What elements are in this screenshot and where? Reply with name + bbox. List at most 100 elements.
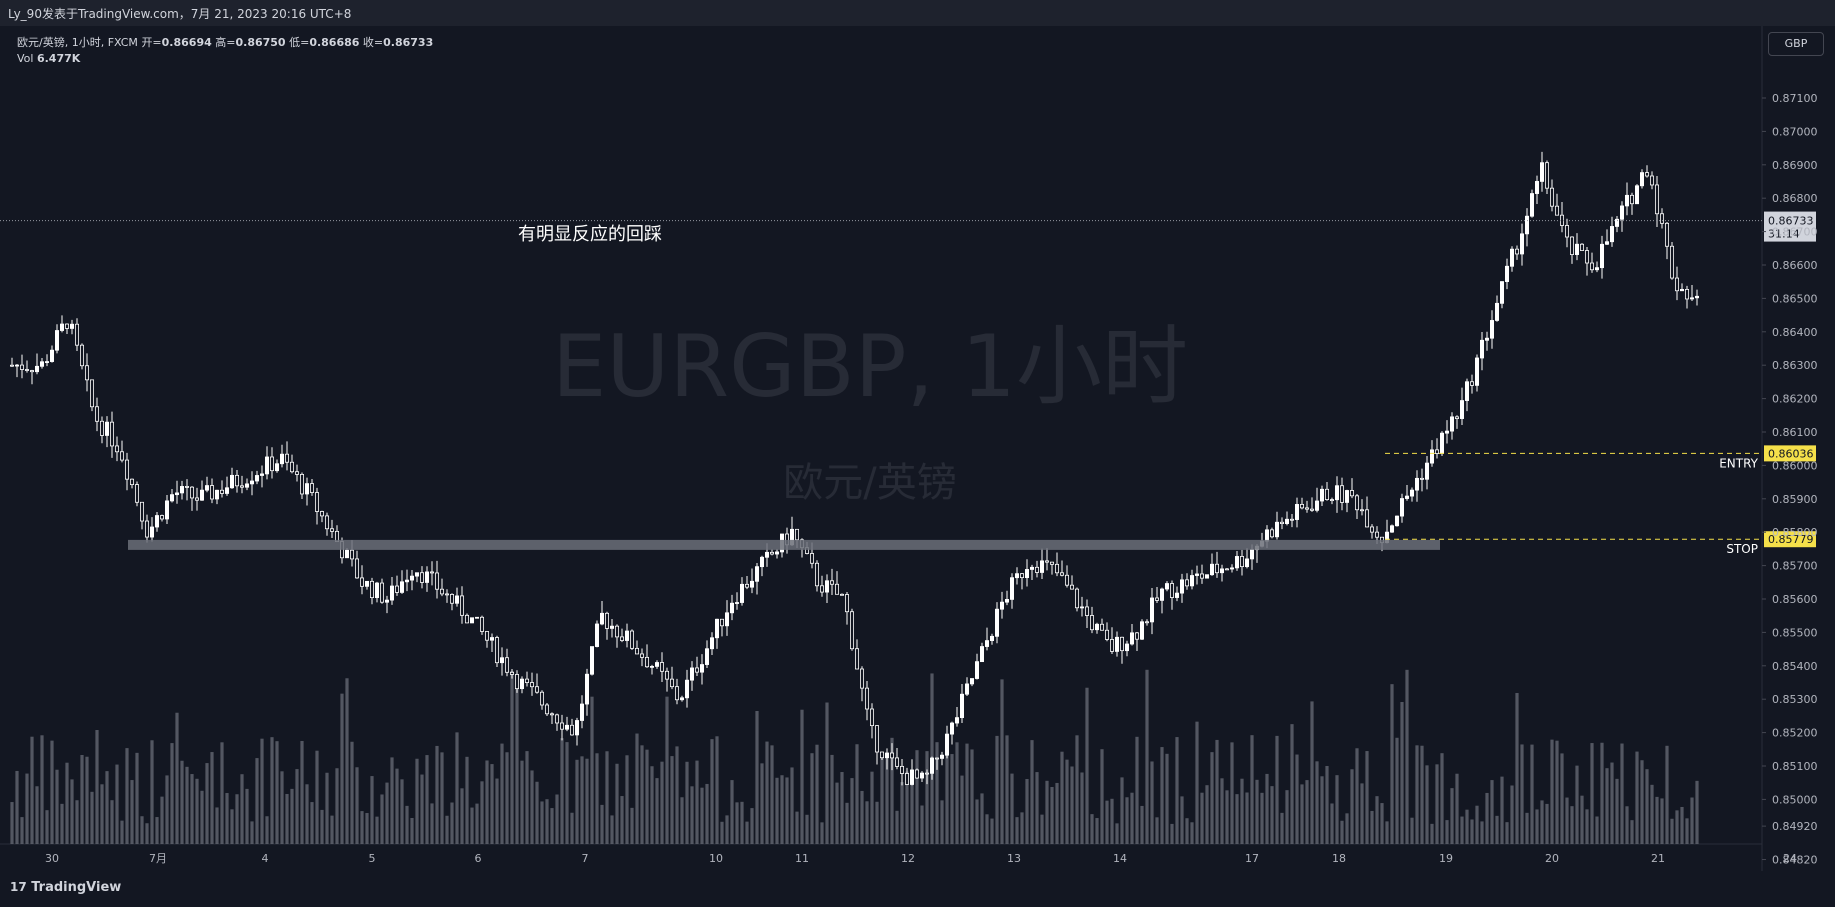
volume-bar <box>400 779 404 844</box>
price-tick-label: 0.85000 <box>1772 793 1818 806</box>
volume-bar <box>140 816 144 844</box>
volume-bar <box>1540 800 1544 844</box>
volume-bar <box>490 764 494 844</box>
volume-bar <box>1280 812 1284 844</box>
candle-body <box>1335 485 1340 501</box>
time-axis[interactable]: 30 7月 4 5 6 7 10 11 12 13 14 17 18 19 20 21 24 <box>45 852 1797 865</box>
level-label-entry: ENTRY <box>1719 456 1758 470</box>
volume-bar <box>705 783 709 844</box>
last-price-countdown: 31:14 <box>1768 228 1800 241</box>
volume-bar <box>675 746 679 844</box>
volume-bar <box>535 781 539 844</box>
candle-body <box>234 474 239 487</box>
tradingview-logo[interactable]: 17 TradingView <box>10 880 121 895</box>
candle-body <box>1015 573 1020 579</box>
candle-body <box>985 640 990 647</box>
volume-bar <box>1500 776 1504 844</box>
time-tick-label: 13 <box>1007 852 1021 865</box>
candle-body <box>1100 623 1105 631</box>
tradingview-logo-icon: 17 <box>10 880 27 894</box>
candle-body <box>434 572 439 590</box>
volume-bar <box>1185 818 1189 844</box>
currency-button[interactable]: GBP <box>1768 32 1824 56</box>
volume-bar <box>1170 823 1174 844</box>
candlestick-chart[interactable]: EURGBP, 1小时 欧元/英镑 0.8673331:140.86036ENT… <box>0 26 1835 871</box>
candle-body <box>399 581 404 593</box>
volume-bar <box>1180 796 1184 844</box>
candle-body <box>1475 357 1480 386</box>
candle-body <box>284 453 289 463</box>
volume-bar <box>790 767 794 844</box>
candle-body <box>1295 504 1300 520</box>
price-axis[interactable]: 0.87100 0.87000 0.86900 0.86800 0.86700 0.866… <box>1762 92 1818 867</box>
volume-bar <box>1210 752 1214 844</box>
candle-body <box>955 717 960 724</box>
volume-bar <box>825 702 829 844</box>
candle-body <box>55 330 60 351</box>
candle-body <box>1660 213 1665 224</box>
volume-bar <box>545 799 549 844</box>
volume-bar <box>1155 817 1159 844</box>
volume-bar <box>150 740 154 844</box>
volume-bar <box>1590 743 1594 844</box>
volume-bar <box>290 788 294 844</box>
candle-body <box>910 769 915 785</box>
candle-body <box>610 625 615 629</box>
candle-body <box>110 421 115 447</box>
volume-bar <box>1245 792 1249 844</box>
support-zone-band <box>128 539 1440 550</box>
volume-bar <box>115 764 119 844</box>
candle-body <box>1025 569 1030 579</box>
candle-body <box>1655 184 1660 215</box>
volume-bar <box>735 802 739 844</box>
candle-body <box>755 566 760 582</box>
price-tick-label: 0.85300 <box>1772 693 1818 706</box>
volume-bar <box>1200 792 1204 844</box>
footer-bar <box>0 871 1835 907</box>
volume-bar <box>435 745 439 844</box>
volume-bar <box>1175 737 1179 844</box>
candle-body <box>100 420 105 436</box>
volume-bar <box>690 786 694 844</box>
volume-bar <box>1000 679 1004 844</box>
volume-bar <box>125 748 129 844</box>
volume-bar <box>255 758 259 844</box>
volume-bar <box>1580 795 1584 844</box>
candle-body <box>394 585 399 593</box>
volume-bar <box>725 815 729 844</box>
volume-bar <box>1555 740 1559 844</box>
candle-body <box>1135 632 1140 640</box>
candle-body <box>1540 162 1545 182</box>
volume-bar <box>1195 721 1199 844</box>
volume-bar <box>225 793 229 844</box>
price-tick-label: 0.85800 <box>1772 526 1818 539</box>
candle-body <box>520 678 525 690</box>
volume-bar <box>1095 818 1099 844</box>
candle-body <box>1300 504 1305 509</box>
volume-bar <box>265 816 269 844</box>
volume-bar <box>1615 778 1619 844</box>
volume-bar <box>945 754 949 844</box>
volume-bars <box>10 669 1699 844</box>
volume-legend: Vol 6.477K <box>17 52 80 65</box>
candle-body <box>354 558 359 579</box>
volume-bar <box>30 736 34 844</box>
candle-body <box>1235 556 1240 569</box>
volume-bar <box>1045 780 1049 844</box>
volume-bar <box>80 755 84 844</box>
candle-body <box>570 724 575 736</box>
volume-bar <box>55 769 59 844</box>
volume-bar <box>320 809 324 844</box>
volume-bar <box>820 822 824 844</box>
candle-body <box>1315 500 1320 511</box>
volume-bar <box>365 813 369 844</box>
volume-bar <box>1190 822 1194 844</box>
legend-close-value: 0.86733 <box>383 36 434 49</box>
time-tick-label: 17 <box>1245 852 1259 865</box>
volume-bar <box>1490 780 1494 844</box>
price-tick-label: 0.87100 <box>1772 92 1818 105</box>
candle-body <box>1280 521 1285 524</box>
candle-body <box>125 459 130 480</box>
candle-body <box>1510 248 1515 267</box>
volume-bar <box>695 760 699 844</box>
